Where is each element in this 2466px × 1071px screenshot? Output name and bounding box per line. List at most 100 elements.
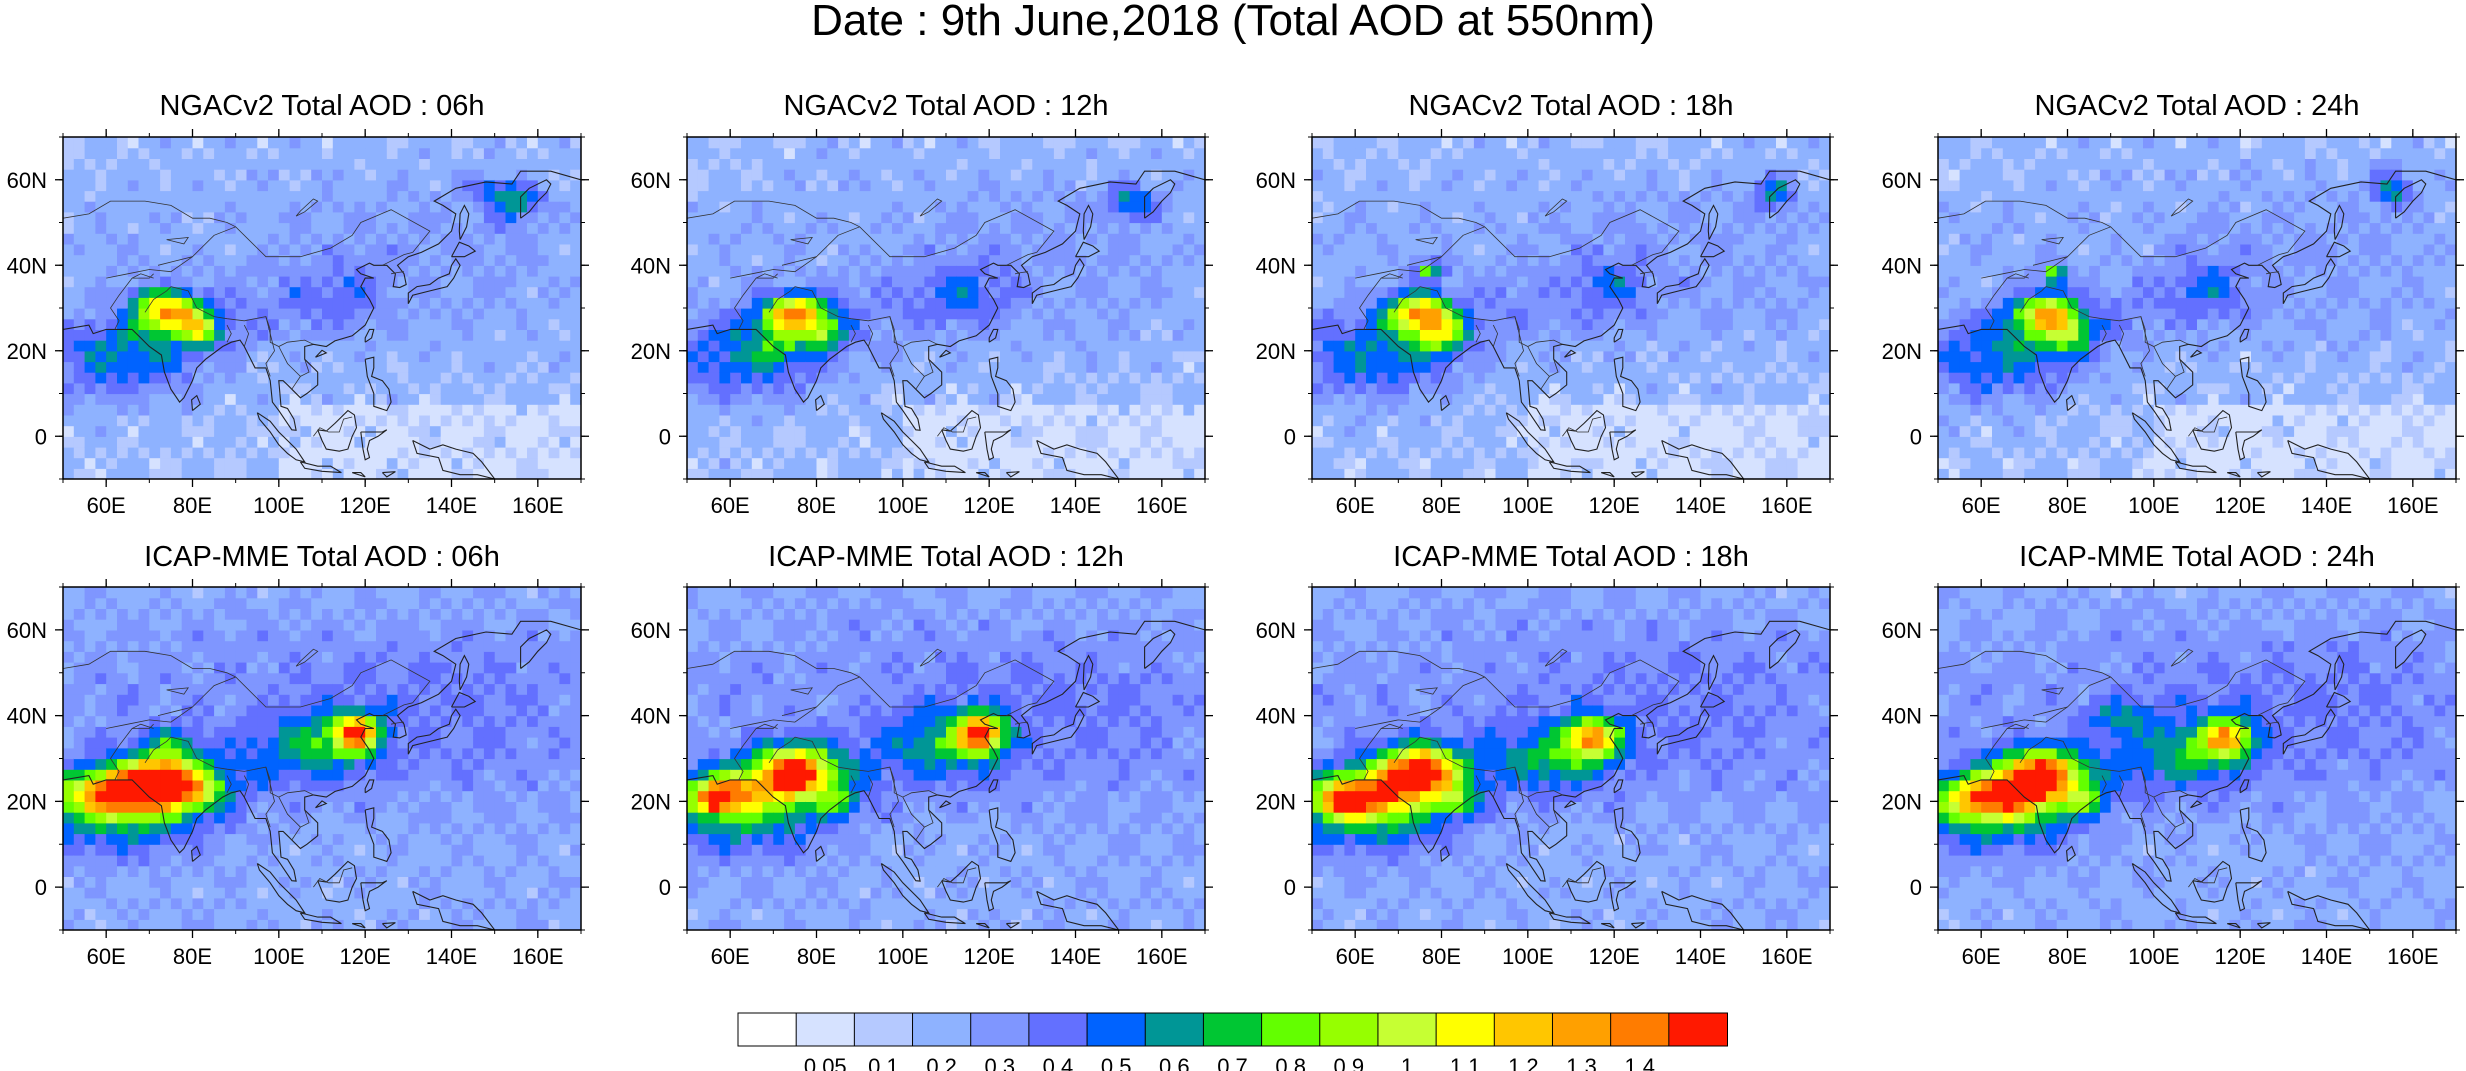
panel-title: ICAP-MME Total AOD : 12h (768, 541, 1124, 573)
colorbar-swatch (737, 1012, 798, 1047)
colorbar-swatch (1551, 1012, 1612, 1047)
map-panel: 60E 80E 100E 120E 140E 160E 60N 40N 20N 0 (1256, 579, 1838, 969)
lat-tick-label: 0 (1910, 875, 1922, 900)
colorbar-swatch (1319, 1012, 1379, 1047)
colorbar-label: 1.1 (1450, 1054, 1481, 1071)
colorbar-label: 0.5 (1101, 1054, 1132, 1071)
axis-ticks: 60E 80E 100E 120E 140E 160E 60N 40N 20N 0 (1882, 579, 2464, 969)
lon-tick-label: 120E (1588, 944, 1639, 969)
colorbar-label: 1 (1401, 1054, 1413, 1071)
lon-tick-label: 100E (877, 493, 928, 518)
aod-field (63, 137, 581, 479)
lat-tick-label: 40N (631, 704, 671, 729)
aod-field (687, 587, 1205, 930)
lon-tick-label: 100E (1502, 493, 1553, 518)
axis-ticks: 60E 80E 100E 120E 140E 160E 60N 40N 20N 0 (1256, 579, 1838, 969)
lon-tick-label: 100E (253, 944, 304, 969)
lon-tick-label: 60E (711, 493, 750, 518)
lon-tick-label: 60E (1962, 944, 2001, 969)
lat-tick-label: 40N (1882, 253, 1922, 278)
lon-tick-label: 80E (173, 493, 212, 518)
lon-tick-label: 80E (1422, 493, 1461, 518)
coastlines (1312, 170, 1830, 479)
colorbar-label: 0.7 (1217, 1054, 1248, 1071)
lat-tick-label: 0 (1284, 875, 1296, 900)
coastlines (63, 170, 581, 479)
lon-tick-label: 120E (2214, 493, 2265, 518)
aod-field (1938, 137, 2456, 479)
axis-ticks: 60E 80E 100E 120E 140E 160E 60N 40N 20N 0 (631, 129, 1213, 518)
lat-tick-label: 60N (1256, 618, 1296, 643)
map-panel: 60E 80E 100E 120E 140E 160E 60N 40N 20N 0 (631, 129, 1213, 518)
lat-tick-label: 20N (1882, 339, 1922, 364)
figure-title: Date : 9th June,2018 (Total AOD at 550nm… (811, 0, 1655, 45)
lat-tick-label: 40N (1882, 704, 1922, 729)
colorbar-label: 0.8 (1275, 1054, 1306, 1071)
colorbar-swatch (1202, 1012, 1263, 1047)
coastlines (1312, 620, 1830, 930)
lat-tick-label: 20N (1882, 789, 1922, 814)
lat-tick-label: 20N (7, 339, 47, 364)
lat-tick-label: 0 (659, 424, 671, 449)
lon-tick-label: 120E (339, 493, 390, 518)
colorbar-swatch (970, 1012, 1030, 1047)
lon-tick-label: 160E (1136, 944, 1187, 969)
lon-tick-label: 120E (963, 493, 1014, 518)
colorbar-swatch (1377, 1012, 1438, 1047)
lon-tick-label: 160E (2387, 944, 2438, 969)
lat-tick-label: 40N (1256, 253, 1296, 278)
lat-tick-label: 60N (631, 168, 671, 193)
aod-field (687, 137, 1205, 479)
lon-tick-label: 160E (1761, 944, 1812, 969)
lon-tick-label: 160E (512, 493, 563, 518)
axis-ticks: 60E 80E 100E 120E 140E 160E 60N 40N 20N 0 (7, 579, 589, 969)
colorbar-swatch (1144, 1012, 1205, 1047)
lat-tick-label: 60N (7, 618, 47, 643)
lon-tick-label: 120E (2214, 944, 2265, 969)
lat-tick-label: 20N (631, 789, 671, 814)
lon-tick-label: 140E (1050, 944, 1101, 969)
lon-tick-label: 100E (253, 493, 304, 518)
lon-tick-label: 160E (1136, 493, 1187, 518)
lon-tick-label: 60E (87, 493, 126, 518)
colorbar-label: 1.4 (1624, 1054, 1655, 1071)
map-panel: 60E 80E 100E 120E 140E 160E 60N 40N 20N 0 (1882, 579, 2464, 969)
lat-tick-label: 40N (7, 253, 47, 278)
aod-field (63, 587, 581, 930)
lon-tick-label: 80E (2048, 944, 2087, 969)
lon-tick-label: 100E (2128, 944, 2179, 969)
coastlines (1938, 170, 2456, 479)
aod-field (1312, 587, 1830, 930)
lat-tick-label: 20N (7, 789, 47, 814)
axis-ticks: 60E 80E 100E 120E 140E 160E 60N 40N 20N 0 (7, 129, 589, 518)
lon-tick-label: 140E (426, 944, 477, 969)
axis-ticks: 60E 80E 100E 120E 140E 160E 60N 40N 20N 0 (631, 579, 1213, 969)
colorbar-label: 1.3 (1566, 1054, 1597, 1071)
map-panel: 60E 80E 100E 120E 140E 160E 60N 40N 20N 0 (7, 129, 589, 518)
colorbar-label: 0.05 (804, 1054, 847, 1071)
colorbar-swatch (1028, 1012, 1089, 1047)
lat-tick-label: 20N (631, 339, 671, 364)
lon-tick-label: 60E (1336, 944, 1375, 969)
panel-title: NGACv2 Total AOD : 12h (783, 90, 1109, 122)
coastlines (687, 170, 1205, 479)
panel-title: ICAP-MME Total AOD : 24h (2019, 541, 2375, 573)
lon-tick-label: 140E (1050, 493, 1101, 518)
lat-tick-label: 0 (659, 875, 671, 900)
lat-tick-label: 20N (1256, 789, 1296, 814)
lon-tick-label: 80E (1422, 944, 1461, 969)
colorbar-swatch (1493, 1012, 1554, 1047)
map-panel: 60E 80E 100E 120E 140E 160E 60N 40N 20N 0 (631, 579, 1213, 969)
map-panel: 60E 80E 100E 120E 140E 160E 60N 40N 20N 0 (1882, 129, 2464, 518)
lat-tick-label: 20N (1256, 339, 1296, 364)
lon-tick-label: 100E (2128, 493, 2179, 518)
colorbar-swatch (853, 1012, 914, 1047)
lat-tick-label: 60N (1256, 168, 1296, 193)
colorbar-label: 0.4 (1043, 1054, 1074, 1071)
lat-tick-label: 0 (1284, 424, 1296, 449)
lat-tick-label: 0 (1910, 424, 1922, 449)
lon-tick-label: 120E (963, 944, 1014, 969)
lat-tick-label: 60N (1882, 618, 1922, 643)
lon-tick-label: 140E (1675, 944, 1726, 969)
